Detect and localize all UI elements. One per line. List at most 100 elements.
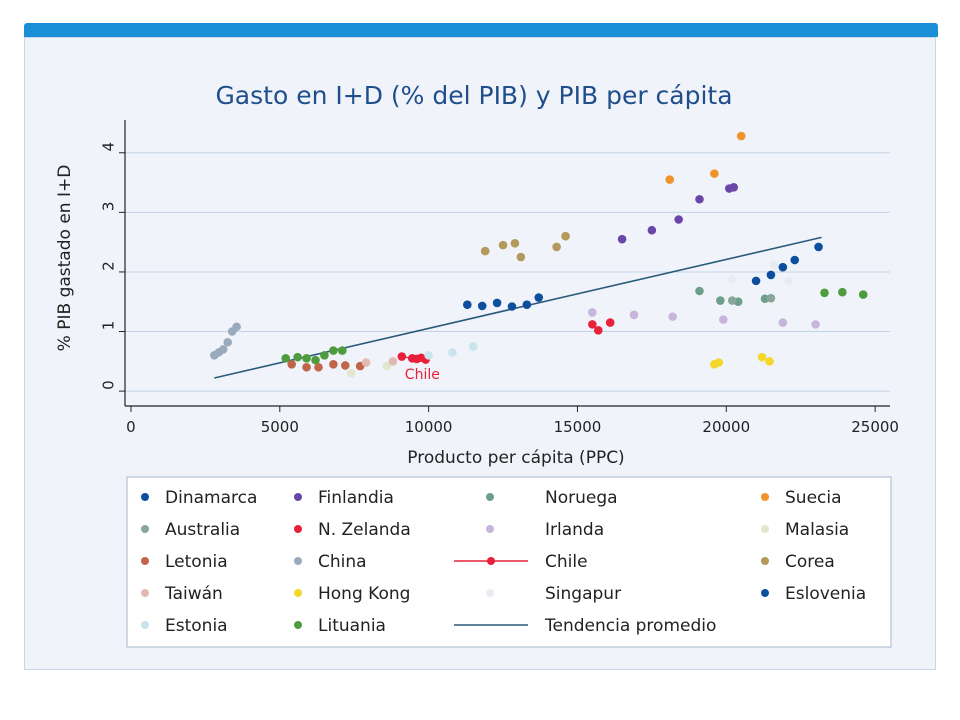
point-dinamarca-4	[522, 300, 532, 310]
point-dinamarca-0	[463, 300, 472, 310]
point-lituania-6	[337, 346, 347, 355]
point-china-2	[218, 345, 228, 354]
legend-marker-taiw-n	[141, 589, 149, 597]
annotations: Chile	[405, 367, 440, 383]
point-estonia-0	[424, 351, 433, 360]
x-ticks: 0 5000 10000 15000 20000 25000	[126, 406, 899, 436]
point-lituania-8	[838, 287, 847, 297]
legend-label-lituania: Lituania	[318, 616, 386, 636]
point-singapur-0	[727, 274, 737, 284]
point-letonia-1	[302, 362, 311, 372]
point-singapur-2	[784, 276, 794, 286]
x-tick-label-5: 25000	[851, 418, 899, 436]
point-letonia-3	[329, 359, 338, 369]
legend-marker-australia	[141, 525, 149, 533]
legend-label-letonia: Letonia	[165, 552, 228, 572]
legend-label-noruega: Noruega	[545, 488, 618, 508]
legend-label-taiw-n: Taiwán	[164, 584, 223, 604]
point-suecia-1	[710, 169, 719, 178]
point-dinamarca-3	[507, 302, 517, 311]
point-suecia-0	[665, 175, 675, 184]
legend-marker-corea	[761, 557, 769, 565]
legend-label-malasia: Malasia	[785, 520, 849, 540]
point-corea-4	[552, 242, 561, 252]
legend-label-n-zelanda: N. Zelanda	[318, 520, 411, 540]
legend-label-suecia: Suecia	[785, 488, 842, 508]
point-malasia-0	[346, 368, 356, 378]
legend-label-tendencia-promedio: Tendencia promedio	[544, 616, 716, 636]
legend-marker-eslovenia	[761, 589, 769, 597]
point-n-zelanda-0	[588, 320, 597, 329]
legend-label-hong-kong: Hong Kong	[318, 584, 410, 604]
point-eslovenia-4	[814, 242, 823, 252]
legend-marker-dinamarca	[141, 493, 149, 501]
gridlines	[125, 152, 890, 392]
point-lituania-0	[281, 354, 291, 363]
point-malasia-1	[382, 361, 392, 371]
point-corea-1	[498, 240, 508, 250]
point-lituania-1	[293, 352, 302, 362]
legend-marker-suecia	[761, 493, 769, 501]
legend-marker-estonia	[141, 621, 149, 629]
point-letonia-2	[314, 362, 323, 372]
legend-marker-china	[294, 557, 302, 565]
legend-marker-letonia	[141, 557, 149, 565]
point-taiw-n-0	[361, 358, 371, 367]
point-irlanda-2	[668, 312, 678, 321]
point-irlanda-5	[811, 320, 820, 329]
x-tick-label-0: 0	[126, 418, 136, 436]
point-letonia-0	[287, 359, 296, 369]
point-eslovenia-1	[766, 270, 776, 280]
x-tick-label-4: 20000	[702, 418, 750, 436]
y-tick-label-4: 4	[100, 142, 118, 152]
legend-marker-singapur	[486, 589, 494, 597]
axes	[124, 120, 890, 407]
point-australia-0	[727, 296, 737, 305]
legend-label-china: China	[318, 552, 367, 572]
point-lituania-7	[820, 288, 829, 298]
legend-label-dinamarca: Dinamarca	[165, 488, 257, 508]
point-noruega-0	[695, 286, 704, 296]
legend-label-irlanda: Irlanda	[545, 520, 604, 540]
point-eslovenia-3	[790, 255, 800, 265]
point-taiw-n-1	[388, 357, 398, 366]
point-n-zelanda-2	[605, 318, 615, 327]
point-estonia-1	[448, 348, 457, 357]
point-letonia-4	[340, 361, 350, 370]
point-hong-kong-3	[765, 357, 774, 366]
point-hong-kong-2	[757, 352, 767, 362]
point-lituania-5	[329, 346, 338, 355]
legend-marker-dot-chile	[487, 557, 495, 565]
legend-marker-n-zelanda	[294, 525, 302, 533]
point-corea-5	[561, 231, 570, 241]
point-corea-3	[516, 252, 526, 262]
point-n-zelanda-1	[593, 326, 603, 335]
point-dinamarca-1	[477, 301, 487, 311]
legend-label-chile: Chile	[545, 552, 588, 572]
y-tick-label-0: 0	[100, 380, 118, 390]
legend: Dinamarca Finlandia Noruega Suecia Australia…	[141, 488, 866, 636]
data-points	[209, 131, 868, 379]
point-lituania-3	[311, 355, 320, 365]
point-singapur-1	[769, 260, 779, 270]
point-irlanda-1	[629, 310, 639, 320]
point-lituania-9	[858, 290, 868, 299]
point-corea-0	[480, 246, 490, 256]
point-finlandia-5	[729, 183, 739, 192]
point-china-3	[223, 337, 232, 347]
y-axis-label: % PIB gastado en I+D	[55, 165, 75, 352]
point-finlandia-2	[674, 215, 683, 224]
legend-label-corea: Corea	[785, 552, 835, 572]
legend-marker-lituania	[294, 621, 302, 629]
legend-label-eslovenia: Eslovenia	[785, 584, 866, 604]
y-tick-label-3: 3	[100, 202, 118, 212]
legend-marker-malasia	[761, 525, 769, 533]
y-ticks: 0 1 2 3 4	[100, 142, 125, 392]
point-chile-0	[397, 352, 407, 361]
trend-line	[214, 236, 822, 379]
point-irlanda-4	[778, 318, 788, 327]
point-suecia-2	[736, 131, 746, 141]
legend-marker-irlanda	[486, 525, 494, 533]
x-tick-label-3: 15000	[554, 418, 602, 436]
